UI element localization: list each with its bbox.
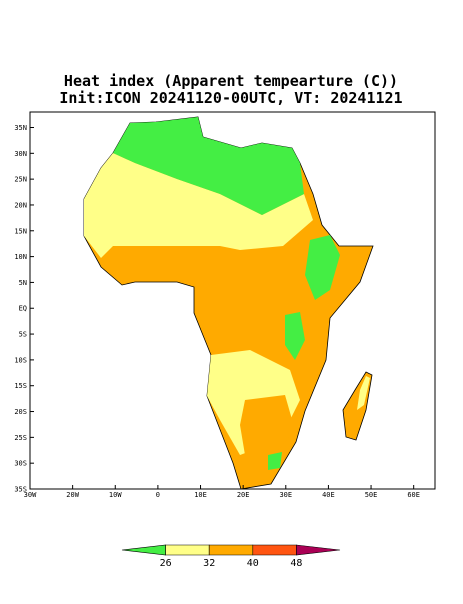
madagascar-east xyxy=(357,376,370,410)
y-tick-label: 30S xyxy=(14,460,27,468)
land xyxy=(83,116,374,490)
east-highland xyxy=(285,312,305,360)
y-tick-label: 20S xyxy=(14,408,27,416)
x-tick-label: 0 xyxy=(156,491,160,499)
colorbar: 26 32 40 48 xyxy=(121,544,341,569)
colorbar-label: 40 xyxy=(247,558,259,569)
y-tick-label: 35N xyxy=(14,124,27,132)
y-tick-label: 30N xyxy=(14,150,27,158)
x-tick-label: 50E xyxy=(365,491,378,499)
x-tick-label: 10W xyxy=(109,491,122,499)
sahel-zone xyxy=(84,153,313,258)
sahara-zone xyxy=(113,117,304,215)
x-tick-label: 20W xyxy=(66,491,79,499)
y-tick-label: 10S xyxy=(14,356,27,364)
x-tick-label: 10E xyxy=(194,491,207,499)
y-tick-label: 35S xyxy=(14,486,27,494)
colorbar-segment xyxy=(252,544,297,556)
y-tick-label: 10N xyxy=(14,253,27,261)
y-tick-label: 5S xyxy=(19,331,27,339)
x-tick-label: 20E xyxy=(237,491,250,499)
colorbar-label: 26 xyxy=(160,558,172,569)
y-tick-label: 15N xyxy=(14,227,27,235)
y-tick-label: 5N xyxy=(19,279,27,287)
colorbar-segment xyxy=(165,544,210,556)
x-tick-label: 30E xyxy=(279,491,292,499)
ethiopia-highland xyxy=(305,235,340,300)
y-tick-label: EQ xyxy=(19,305,27,313)
map-subtitle: Init:ICON 20241120-00UTC, VT: 20241121 xyxy=(59,89,402,107)
south-warm xyxy=(240,395,295,460)
ticks: 30W 20W 10W 0 10E 20E 30E 40E 50E 60E 35N 30N 25N 20N… xyxy=(14,124,420,499)
y-tick-label: 25S xyxy=(14,434,27,442)
y-tick-label: 25N xyxy=(14,176,27,184)
map-frame xyxy=(29,111,436,490)
x-tick-label: 30W xyxy=(24,491,37,499)
x-tick-label: 60E xyxy=(407,491,420,499)
colorbar-segment xyxy=(208,544,254,556)
colorbar-label: 32 xyxy=(203,558,215,569)
y-tick-label: 20N xyxy=(14,201,27,209)
y-tick-label: 15S xyxy=(14,382,27,390)
map-title: Heat index (Apparent tempearture (C)) xyxy=(64,72,398,90)
colorbar-segment xyxy=(296,544,341,556)
colorbar-label: 48 xyxy=(290,558,302,569)
x-tick-label: 40E xyxy=(322,491,335,499)
drakensberg xyxy=(268,452,282,470)
